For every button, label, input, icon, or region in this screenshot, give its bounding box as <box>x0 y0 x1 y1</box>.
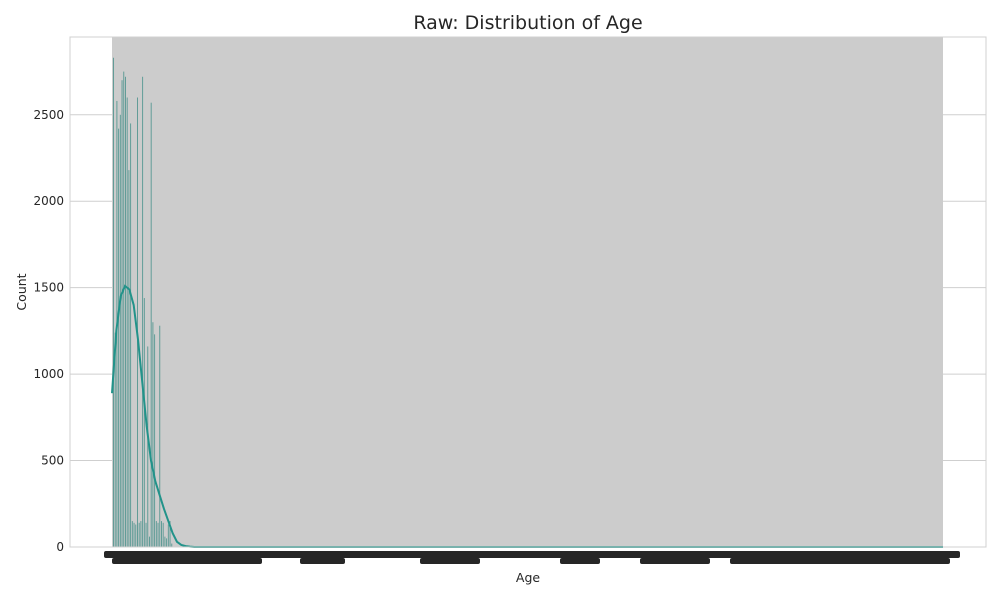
chart-title: Raw: Distribution of Age <box>413 12 642 34</box>
y-tick-label: 500 <box>41 454 64 468</box>
histogram-bar <box>138 522 140 547</box>
histogram-bar <box>159 325 161 547</box>
histogram-bin-span <box>112 37 943 547</box>
x-tick-label-band <box>420 558 480 564</box>
histogram-bar <box>150 102 152 547</box>
y-axis-ticks: 0 500 1000 1500 2000 2500 <box>33 108 64 554</box>
histogram-bar <box>121 80 123 547</box>
x-tick-label-band <box>112 558 262 564</box>
histogram-bar <box>128 170 130 547</box>
plot-frame <box>69 36 987 548</box>
histogram-bar <box>118 128 120 547</box>
y-tick-label: 1000 <box>33 367 64 381</box>
y-tick-label: 1500 <box>33 281 64 295</box>
histogram-bar <box>154 334 156 547</box>
histogram-bar <box>155 521 157 547</box>
histogram-bar <box>133 522 135 547</box>
y-axis-label: Count <box>14 273 29 310</box>
histogram-bar <box>167 524 169 547</box>
x-tick-label-band <box>640 558 710 564</box>
histogram-bar <box>171 543 173 547</box>
histogram-bar <box>164 536 166 547</box>
x-axis-tick-labels <box>104 551 960 564</box>
histogram-bar <box>137 97 138 547</box>
x-tick-label-band <box>104 551 960 558</box>
x-tick-label-band <box>300 558 345 564</box>
histogram-bar <box>157 522 159 547</box>
histogram-bar <box>166 538 168 547</box>
histogram-bar <box>123 71 125 547</box>
x-axis-label: Age <box>516 570 540 585</box>
y-tick-label: 0 <box>56 540 64 554</box>
histogram-bar <box>135 524 137 547</box>
histogram-bar <box>119 114 121 548</box>
y-tick-label: 2500 <box>33 108 64 122</box>
histogram-bar <box>145 522 147 547</box>
histogram-bar <box>161 521 162 547</box>
histogram-bar <box>162 522 164 547</box>
histogram-bar <box>114 332 116 547</box>
histogram-bar <box>152 322 154 547</box>
histogram-bar <box>147 346 149 547</box>
histogram-bar <box>125 76 126 547</box>
histogram-bar <box>131 521 133 547</box>
histogram-bar <box>140 521 142 547</box>
histogram-bar <box>143 298 145 547</box>
x-tick-label-band <box>730 558 950 564</box>
histogram-bar <box>113 57 114 547</box>
histogram-bar <box>126 97 128 547</box>
histogram-bar <box>169 521 171 547</box>
x-tick-label-band <box>560 558 600 564</box>
histogram-bar <box>149 536 150 547</box>
histogram-bar <box>130 123 132 547</box>
histogram-bar <box>142 76 144 547</box>
y-tick-label: 2000 <box>33 194 64 208</box>
